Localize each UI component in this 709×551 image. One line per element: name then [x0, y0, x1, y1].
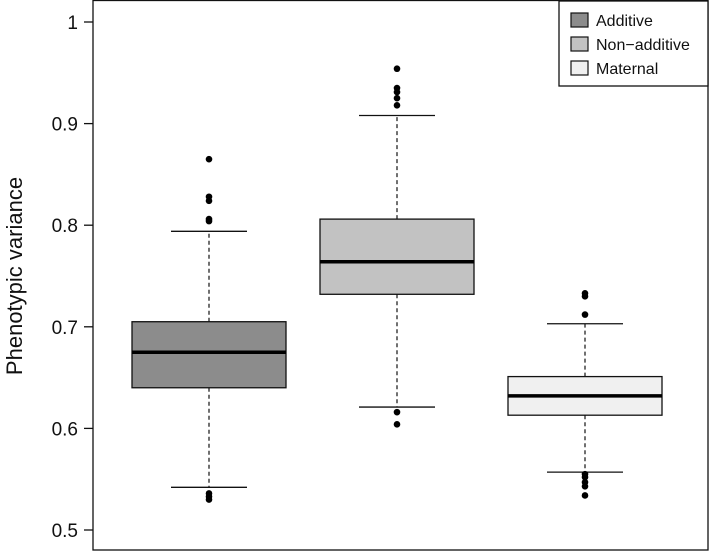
outlier-point [581, 492, 589, 499]
box-group [507, 289, 663, 499]
box-group [319, 65, 475, 428]
y-tick-label: 0.5 [52, 521, 78, 542]
outlier-point [205, 197, 213, 205]
legend-label: Non−additive [596, 37, 690, 54]
boxes-layer [131, 65, 663, 503]
outlier-point [393, 421, 401, 428]
y-tick-label: 1 [67, 13, 78, 34]
y-axis: 0.5 0.6 0.7 0.8 0.9 1 [52, 13, 93, 542]
outlier-point [393, 94, 401, 102]
legend-label: Additive [596, 13, 653, 30]
outlier-point [581, 473, 589, 481]
y-tick-label: 0.7 [52, 318, 78, 339]
legend-swatch [570, 12, 589, 28]
y-tick-label: 0.9 [52, 115, 78, 136]
plot-frame [92, 0, 709, 551]
box-group [131, 155, 287, 503]
outlier-point [205, 496, 213, 503]
outlier-point [205, 217, 213, 225]
y-tick-label: 0.6 [52, 419, 78, 440]
box [131, 321, 287, 389]
box [319, 218, 475, 295]
outlier-point [393, 88, 401, 96]
legend-label: Maternal [596, 61, 658, 78]
outlier-point [393, 65, 401, 73]
outlier-point [581, 483, 589, 490]
outlier-point [205, 155, 213, 163]
outlier-point [393, 408, 401, 416]
legend-swatch [570, 60, 589, 76]
y-tick-label: 0.8 [52, 216, 78, 237]
outlier-point [581, 311, 589, 318]
legend: Additive Non−additive Maternal [558, 0, 709, 87]
y-axis-title: Phenotypic variance [2, 177, 27, 375]
outlier-point [581, 293, 589, 300]
legend-swatch [570, 36, 589, 52]
outlier-point [393, 102, 401, 109]
